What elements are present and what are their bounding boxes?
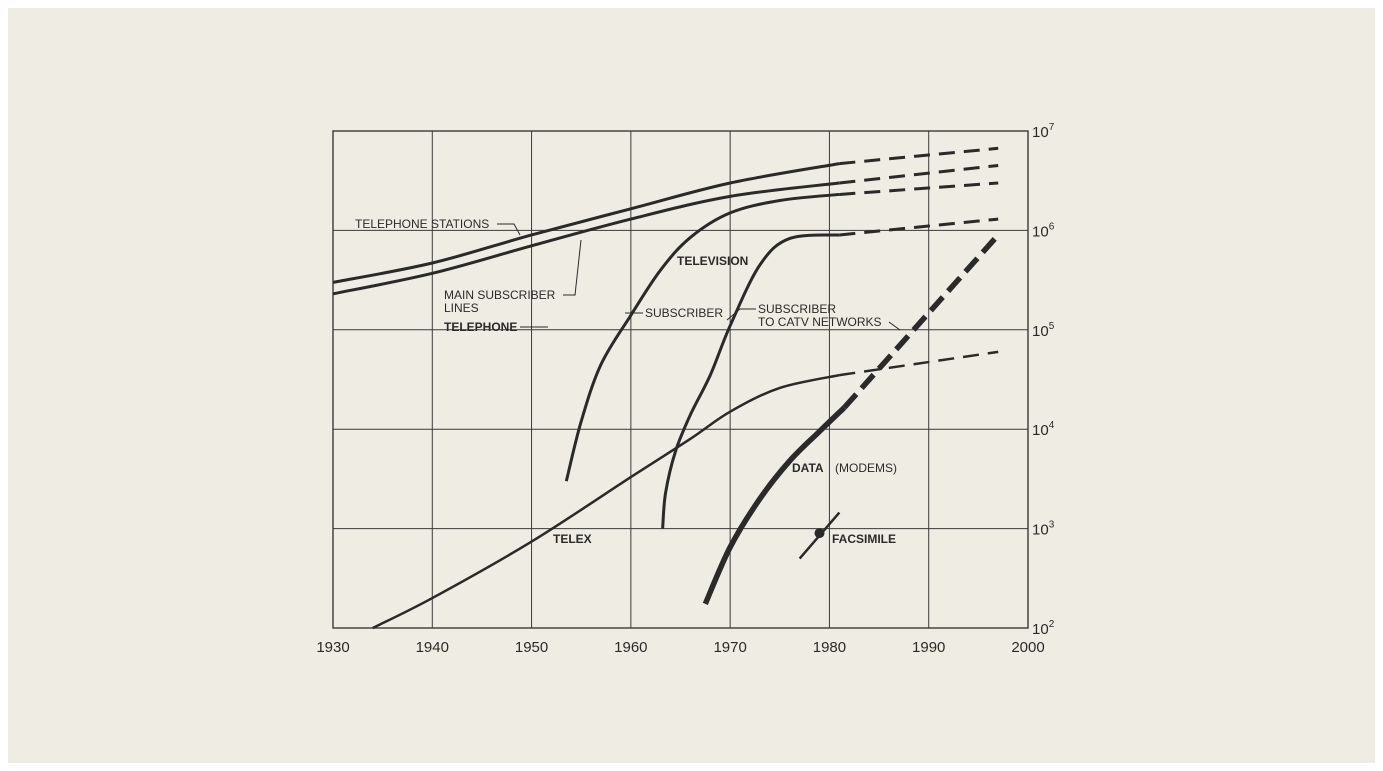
leader-line xyxy=(563,240,581,295)
y-tick-label: 104 xyxy=(1032,420,1055,439)
y-tick-label: 106 xyxy=(1032,221,1055,240)
x-tick-label: 1960 xyxy=(614,639,647,656)
label-telex: TELEX xyxy=(553,532,592,546)
label-modems: (MODEMS) xyxy=(835,461,897,475)
series-line-main_subscriber_lines xyxy=(333,183,839,294)
series-projection-television_subscriber xyxy=(839,183,998,194)
y-tick-label: 105 xyxy=(1032,321,1055,340)
leader-line xyxy=(497,224,520,235)
label-data: DATA xyxy=(792,461,824,475)
y-tick-label: 107 xyxy=(1032,122,1055,141)
x-tick-label: 1930 xyxy=(316,639,349,656)
label-facsimile: FACSIMILE xyxy=(832,532,896,546)
x-tick-label: 1950 xyxy=(515,639,548,656)
x-tick-label: 1970 xyxy=(713,639,746,656)
label-subscriber: SUBSCRIBER xyxy=(645,306,723,320)
x-tick-label: 1980 xyxy=(813,639,846,656)
label-television: TELEVISION xyxy=(677,254,748,268)
x-tick-label: 2000 xyxy=(1011,639,1044,656)
label-main-subscriber-2: LINES xyxy=(444,301,479,315)
leader-line xyxy=(727,309,756,320)
x-tick-label: 1940 xyxy=(416,639,449,656)
series-projection-telex xyxy=(839,352,998,375)
label-catv-1: SUBSCRIBER xyxy=(758,302,836,316)
series-line-telex xyxy=(373,375,840,628)
series-line-catv_subscriber xyxy=(663,235,840,529)
label-catv-2: TO CATV NETWORKS xyxy=(758,315,882,329)
series-projection-main_subscriber_lines xyxy=(839,165,998,183)
label-main-subscriber-1: MAIN SUBSCRIBER xyxy=(444,288,556,302)
series-line-data_modems xyxy=(705,408,844,604)
label-telephone: TELEPHONE xyxy=(444,320,517,334)
x-tick-label: 1990 xyxy=(912,639,945,656)
series-projection-telephone_stations xyxy=(839,148,998,163)
leader-line xyxy=(889,322,900,330)
y-tick-label: 102 xyxy=(1032,619,1055,638)
y-tick-label: 103 xyxy=(1032,520,1055,539)
label-telephone-stations: TELEPHONE STATIONS xyxy=(355,217,489,231)
series-projection-catv_subscriber xyxy=(839,219,998,235)
series-marker-facsimile xyxy=(815,528,825,538)
